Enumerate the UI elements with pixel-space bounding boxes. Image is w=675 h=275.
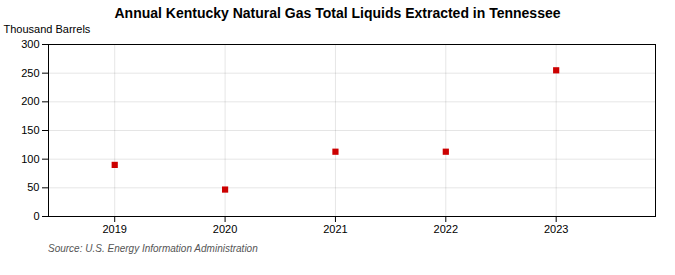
html-text:Annual Kentucky Natural Gas To: Annual Kentucky Natural Gas Total Liquid… xyxy=(114,5,561,21)
svg-text:200: 200 xyxy=(21,95,39,107)
svg-text:2021: 2021 xyxy=(323,223,347,235)
svg-text:250: 250 xyxy=(21,67,39,79)
html-text:Source: U.S. Energy Informatio: Source: U.S. Energy Information Administ… xyxy=(48,243,258,254)
svg-text:2023: 2023 xyxy=(544,223,568,235)
svg-text:100: 100 xyxy=(21,153,39,165)
svg-text:300: 300 xyxy=(21,38,39,50)
svg-text:150: 150 xyxy=(21,124,39,136)
svg-text:2022: 2022 xyxy=(434,223,458,235)
svg-text:2020: 2020 xyxy=(213,223,237,235)
svg-text:0: 0 xyxy=(33,210,39,222)
svg-text:2019: 2019 xyxy=(102,223,126,235)
svg-text:Thousand Barrels: Thousand Barrels xyxy=(4,23,91,35)
svg-text:50: 50 xyxy=(27,181,39,193)
